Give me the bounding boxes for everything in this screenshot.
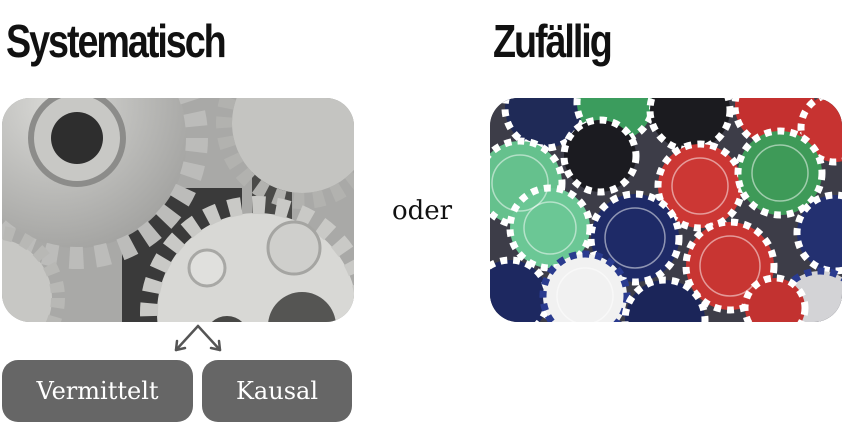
gears-photo: [2, 98, 354, 322]
kausal-box: Kausal: [202, 360, 352, 422]
poker-chips-photo: [490, 98, 842, 322]
vermittelt-box: Vermittelt: [2, 360, 193, 422]
heading-zufaellig: Zufällig: [493, 15, 613, 67]
heading-systematisch: Systematisch: [6, 15, 227, 67]
split-arrow-icon: [174, 324, 222, 352]
oder-connector: oder: [392, 196, 453, 226]
